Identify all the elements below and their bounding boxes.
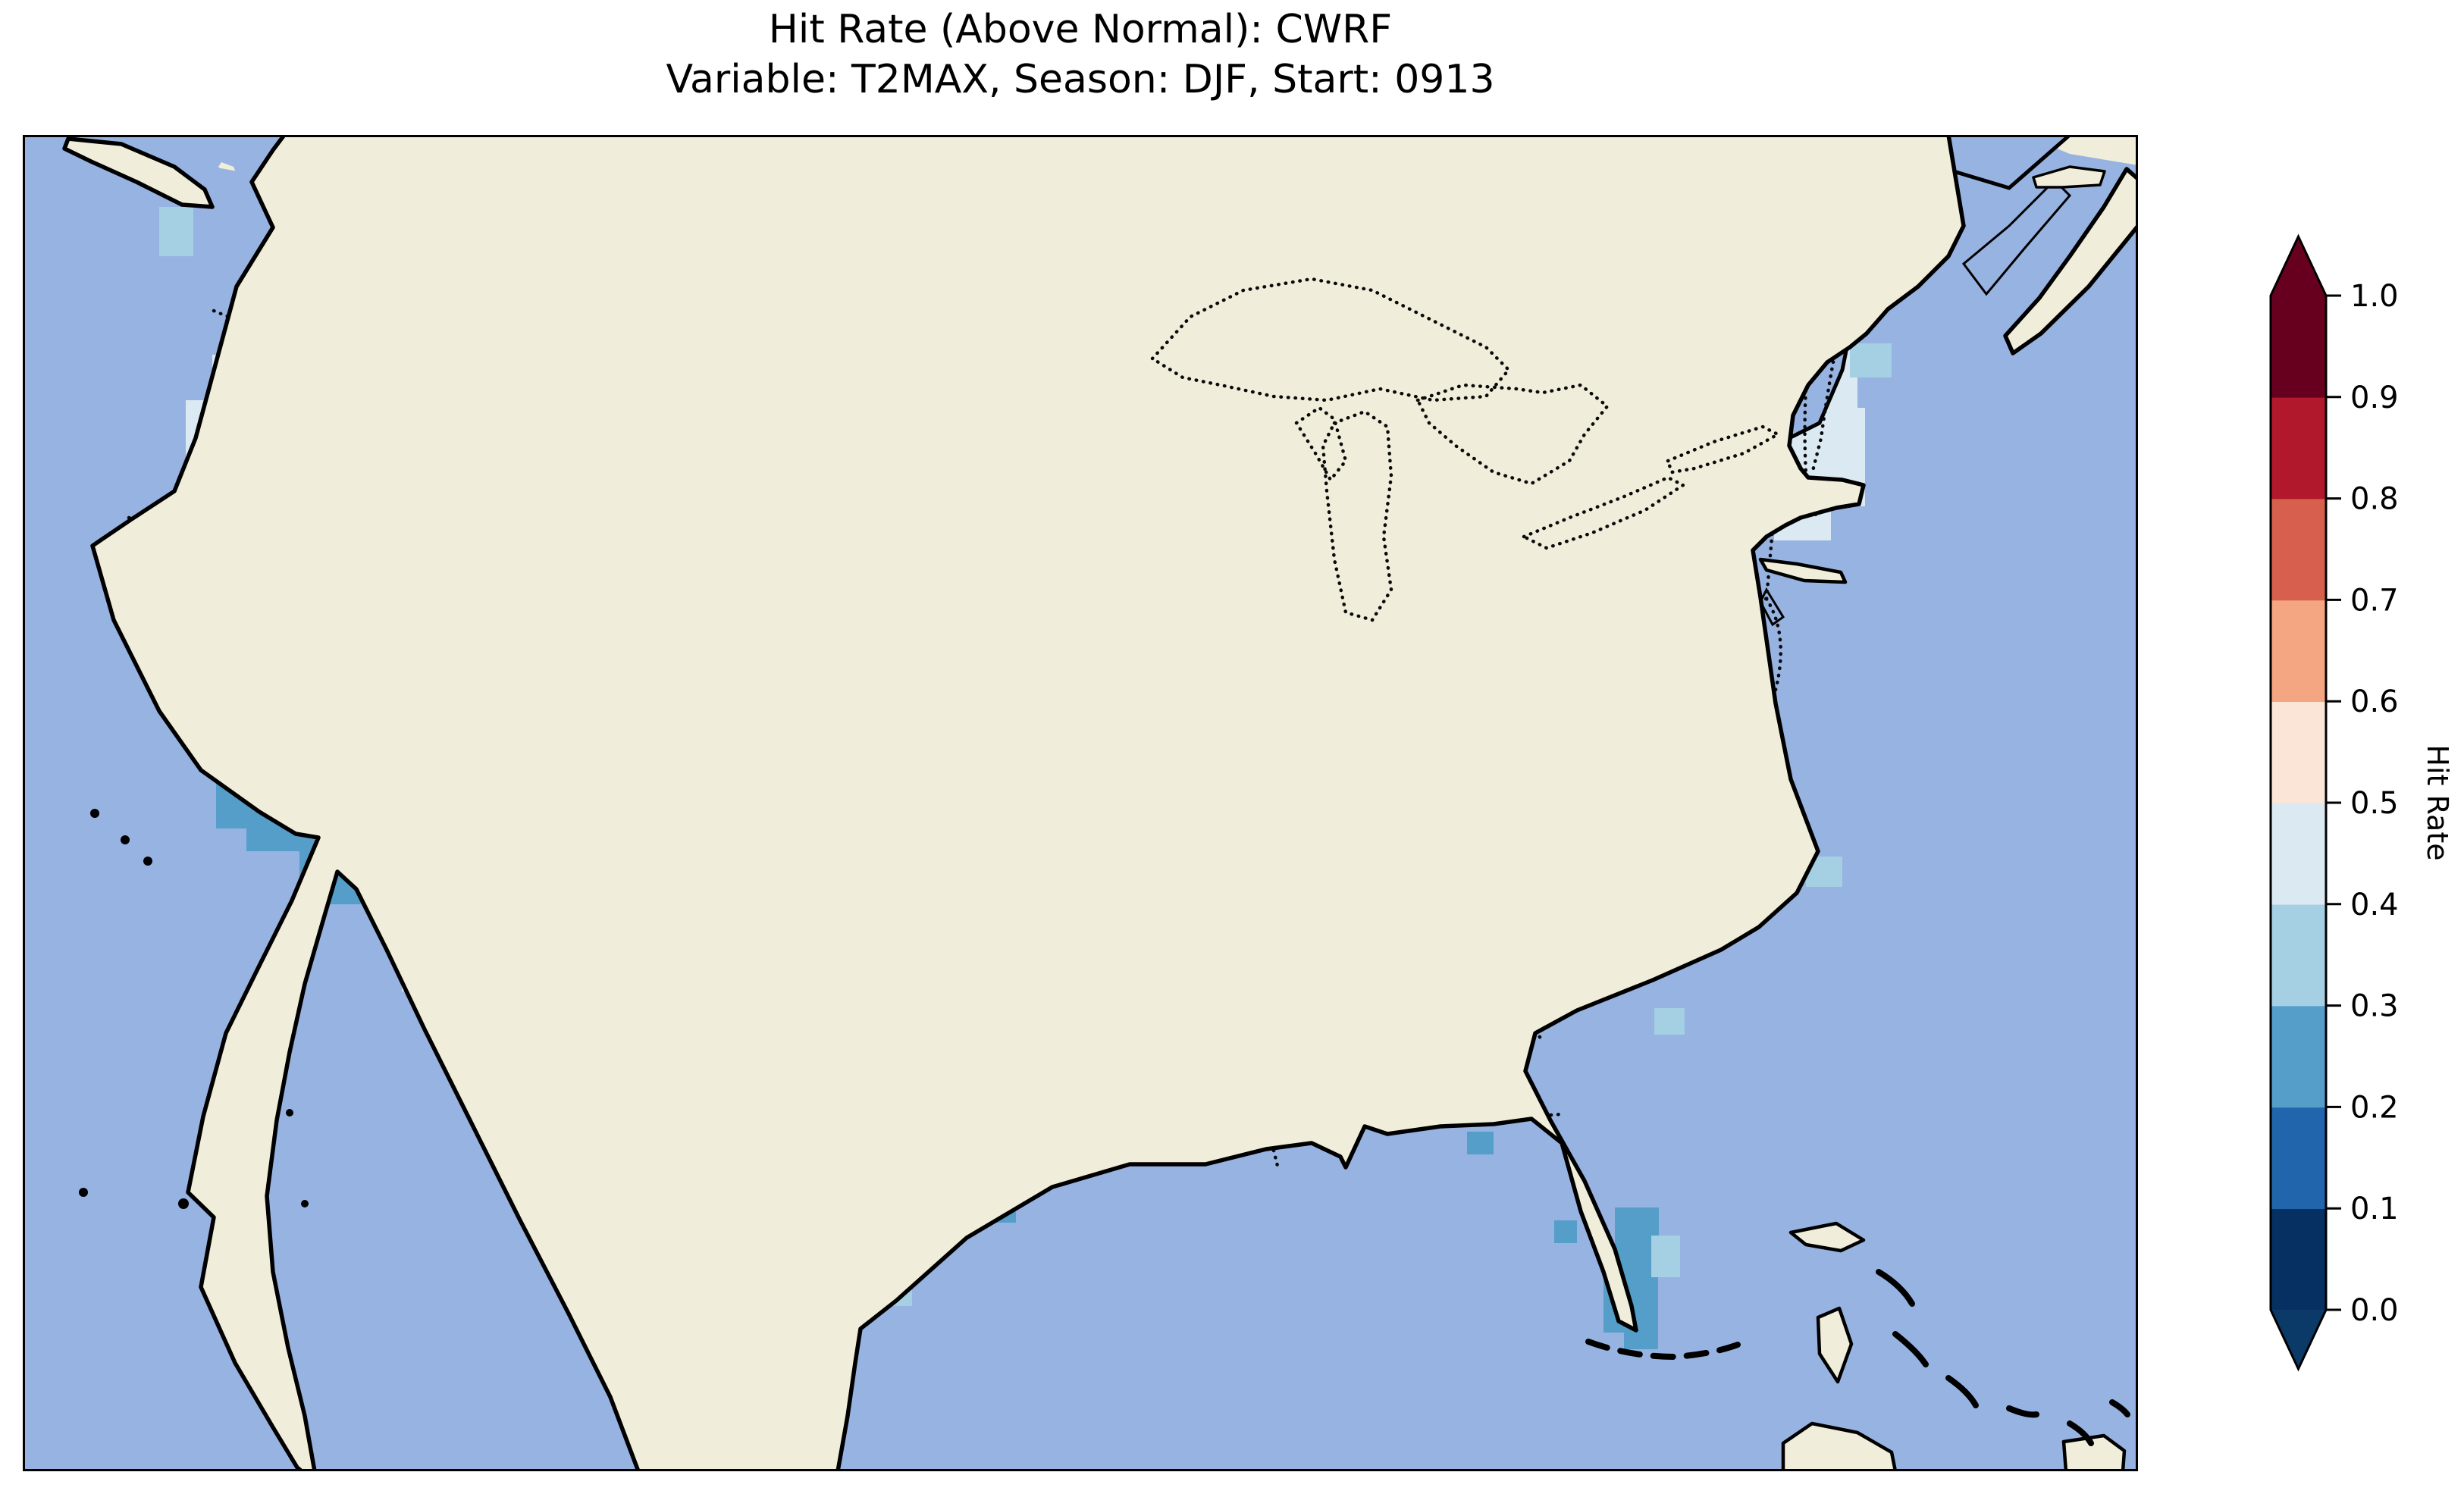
patch-coastal-overhang-cells	[1850, 343, 1892, 377]
colorbar-bin-0.3-0.4	[2271, 904, 2326, 1007]
colorbar-bin-0.7-0.8	[2271, 498, 2326, 601]
guadalupe-island	[79, 1188, 88, 1197]
colorbar-tick-label: 1.0	[2350, 279, 2399, 314]
islands	[79, 557, 2130, 1471]
colorbar-bin-0.0-0.1	[2271, 1208, 2326, 1311]
colorbar-bin-0.1-0.2	[2271, 1107, 2326, 1209]
patch-florida-panhandle-cell-dark	[1467, 1132, 1494, 1154]
colorbar-outline	[2269, 233, 2328, 1372]
bay-of-fundy	[1961, 178, 2072, 296]
gulf-california-islet-1	[286, 1109, 293, 1117]
colorbar-tick-label: 0.2	[2350, 1090, 2399, 1125]
colorbar-tick-label: 0.5	[2350, 786, 2399, 821]
colorbar-under-arrow	[2271, 1310, 2326, 1369]
colorbar-tick-label: 0.8	[2350, 482, 2399, 517]
colorbar-tick-label: 0.1	[2350, 1192, 2399, 1226]
turks-islet	[2109, 1399, 2130, 1417]
colorbar-tick-label: 0.4	[2350, 888, 2399, 922]
colorbar-bin-0.5-0.6	[2271, 701, 2326, 803]
inagua-islet	[2067, 1420, 2094, 1446]
florida-keys	[1585, 1339, 1741, 1361]
long-island	[1758, 557, 1848, 584]
colorbar-ticks: 0.0 0.1 0.2 0.3 0.4 0.5 0.6 0.7 0.8 0.9 1.0	[2326, 279, 2399, 1328]
colorbar-tick-label: 0.7	[2350, 583, 2399, 618]
map-frame	[23, 135, 2138, 1471]
patch-coastal-overhang-cells	[159, 207, 193, 256]
channel-island-1	[90, 809, 99, 818]
colorbar-bin-0.4-0.5	[2271, 803, 2326, 905]
lake-outlines	[1150, 277, 1780, 622]
colorbar-bin-0.9-1.0	[2271, 296, 2326, 398]
colorbar-tick-label: 0.3	[2350, 989, 2399, 1024]
cuba-west	[1781, 1421, 1898, 1471]
figure-title: Hit Rate (Above Normal): CWRF Variable: …	[23, 5, 2138, 105]
colorbar-bin-0.8-0.9	[2271, 396, 2326, 500]
title-line-2: Variable: T2MAX, Season: DJF, Start: 091…	[666, 57, 1495, 102]
eleuthera-islet	[1876, 1269, 1915, 1307]
exuma-islet	[1892, 1331, 1929, 1367]
patch-coastal-overhang-cells	[1651, 1236, 1680, 1277]
colorbar-bin-0.2-0.3	[2271, 1005, 2326, 1108]
colorbar-over-arrow	[2271, 236, 2326, 296]
patch-south-florida-dark	[1624, 1326, 1658, 1349]
colorbar-segments	[2271, 236, 2326, 1369]
gulf-california-islet-2	[301, 1200, 309, 1207]
patch-florida-west-cell-dark	[1554, 1220, 1577, 1243]
colorbar-axis-label: Hit Rate	[2421, 744, 2454, 860]
colorbar-tick-label: 0.9	[2350, 381, 2399, 415]
colorbar: 0.0 0.1 0.2 0.3 0.4 0.5 0.6 0.7 0.8 0.9 1.0 Hit Ra…	[2269, 233, 2454, 1372]
cedros-island	[178, 1198, 189, 1209]
patch-coastal-overhang-cells	[1654, 1008, 1685, 1035]
map-panel	[23, 135, 2138, 1471]
andros-island	[1816, 1306, 1854, 1384]
title-line-1: Hit Rate (Above Normal): CWRF	[768, 7, 1393, 52]
channel-island-3	[143, 857, 152, 866]
colorbar-bin-0.6-0.7	[2271, 600, 2326, 702]
cuba-east	[2061, 1433, 2127, 1471]
long-island-bahamas-islet	[1945, 1375, 1979, 1408]
colorbar-tick-label: 0.6	[2350, 684, 2399, 719]
channel-island-2	[121, 835, 130, 844]
grand-bahama-abaco	[1788, 1221, 1866, 1253]
colorbar-tick-label: 0.0	[2350, 1293, 2399, 1328]
crooked-islet	[2006, 1405, 2039, 1418]
